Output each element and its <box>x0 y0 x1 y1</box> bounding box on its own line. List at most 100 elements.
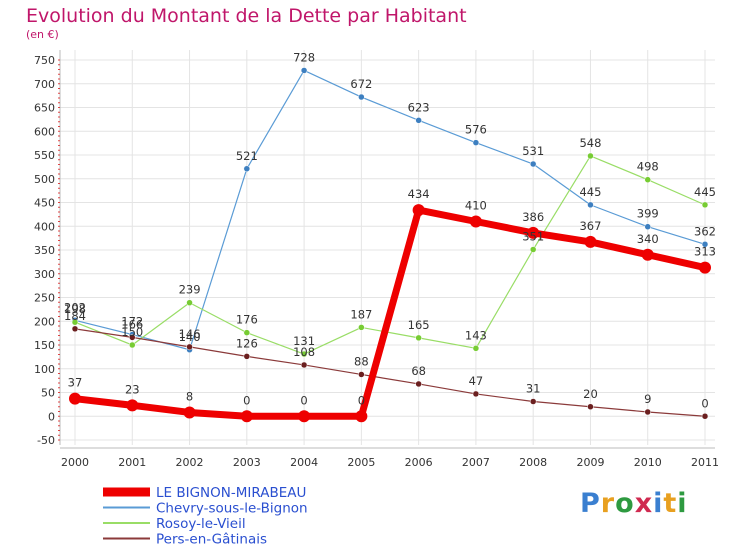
x-tick-label: 2002 <box>176 456 204 469</box>
x-tick-label: 2003 <box>233 456 261 469</box>
x-tick-label: 2009 <box>576 456 604 469</box>
data-label: 131 <box>293 334 315 348</box>
data-label: 498 <box>637 160 659 174</box>
data-label: 445 <box>694 185 716 199</box>
data-label: 140 <box>179 330 201 344</box>
series-line <box>71 206 709 420</box>
data-point <box>71 318 79 326</box>
data-label: 367 <box>579 219 601 233</box>
data-point <box>701 413 709 420</box>
data-point <box>587 403 594 410</box>
data-label: 340 <box>637 232 659 246</box>
data-point <box>298 410 311 423</box>
x-tick-label: 2001 <box>118 456 146 469</box>
y-tick-label: 300 <box>34 268 55 281</box>
legend-label: Pers-en-Gâtinais <box>156 532 267 548</box>
data-point <box>243 353 251 360</box>
data-point <box>472 139 480 146</box>
data-label: 176 <box>236 313 258 327</box>
data-label: 9 <box>644 392 651 406</box>
data-point <box>472 345 480 352</box>
legend-label: Rosoy-le-Vieil <box>156 516 246 532</box>
x-tick-label: 2006 <box>405 456 433 469</box>
data-label: 37 <box>68 376 83 390</box>
data-point <box>584 235 597 248</box>
data-label: 202 <box>64 300 86 314</box>
data-point <box>240 410 253 423</box>
data-point <box>300 361 308 369</box>
x-tick-label: 2010 <box>634 456 662 469</box>
data-point <box>701 241 709 248</box>
x-tick-label: 2011 <box>691 456 719 469</box>
data-point <box>129 334 136 341</box>
y-tick-label: 50 <box>41 387 55 400</box>
data-point <box>71 325 79 333</box>
logo-letter: o <box>615 488 635 519</box>
data-label: 68 <box>411 364 426 378</box>
data-label: 0 <box>701 396 708 410</box>
logo-letter: r <box>600 488 616 519</box>
proxiti-logo: Proxiti <box>580 488 688 519</box>
data-point <box>358 371 365 378</box>
x-tick-label: 2000 <box>61 456 89 469</box>
data-label: 531 <box>522 144 544 158</box>
data-point <box>69 392 81 405</box>
data-point <box>472 390 480 398</box>
data-label: 351 <box>522 230 544 244</box>
y-tick-label: 200 <box>34 315 55 328</box>
data-label: 198 <box>64 302 86 316</box>
series-lines <box>69 67 711 423</box>
y-tick-label: 350 <box>34 244 55 257</box>
data-point <box>358 93 365 101</box>
chart-subtitle: (en €) <box>26 28 59 41</box>
logo-letter: i <box>653 488 664 519</box>
y-tick-label: 600 <box>34 125 55 138</box>
chart-title: Evolution du Montant de la Dette par Hab… <box>26 5 467 27</box>
data-point <box>183 406 196 419</box>
data-label: 23 <box>125 382 140 396</box>
data-point <box>644 176 651 183</box>
legend: LE BIGNON-MIRABEAUChevry-sous-le-BignonR… <box>103 485 308 548</box>
y-tick-label: 400 <box>34 220 55 233</box>
data-point <box>243 329 251 336</box>
series-line <box>74 328 706 417</box>
data-label: 434 <box>408 187 430 201</box>
data-point <box>186 343 193 351</box>
y-tick-label: 100 <box>34 363 55 376</box>
y-tick-label: 0 <box>48 410 55 423</box>
data-label: 362 <box>694 224 716 238</box>
data-point <box>587 152 594 160</box>
data-label: 728 <box>293 50 315 64</box>
data-point <box>529 246 537 253</box>
y-tick-label: 250 <box>34 292 55 305</box>
data-label: 88 <box>354 354 369 368</box>
data-label: 576 <box>465 123 487 137</box>
data-point <box>469 215 482 228</box>
data-point <box>529 398 537 405</box>
series-line <box>74 155 706 355</box>
x-tick-label: 2005 <box>347 456 375 469</box>
data-label: 126 <box>236 336 258 350</box>
y-tick-label: 550 <box>34 149 55 162</box>
data-point <box>186 299 193 306</box>
data-label: 47 <box>469 374 484 388</box>
y-tick-label: 750 <box>34 54 55 67</box>
data-label: 239 <box>179 283 201 297</box>
series-line <box>74 69 706 351</box>
data-label: 521 <box>236 149 258 163</box>
data-point <box>529 160 537 168</box>
data-point <box>644 223 651 230</box>
data-label: 172 <box>121 315 143 329</box>
data-label: 20 <box>583 387 598 401</box>
x-tick-label: 2008 <box>519 456 547 469</box>
data-point <box>644 408 651 416</box>
data-point <box>358 324 365 331</box>
data-label: 8 <box>186 389 193 403</box>
data-point <box>587 201 594 209</box>
data-point <box>701 201 709 209</box>
axes: -500501001502002503003504004505005506006… <box>34 50 719 469</box>
legend-label: Chevry-sous-le-Bignon <box>156 501 308 517</box>
data-labels: 2021721405217286726235765314453993621981… <box>64 50 716 410</box>
data-point <box>300 350 308 358</box>
data-label: 150 <box>121 325 143 339</box>
